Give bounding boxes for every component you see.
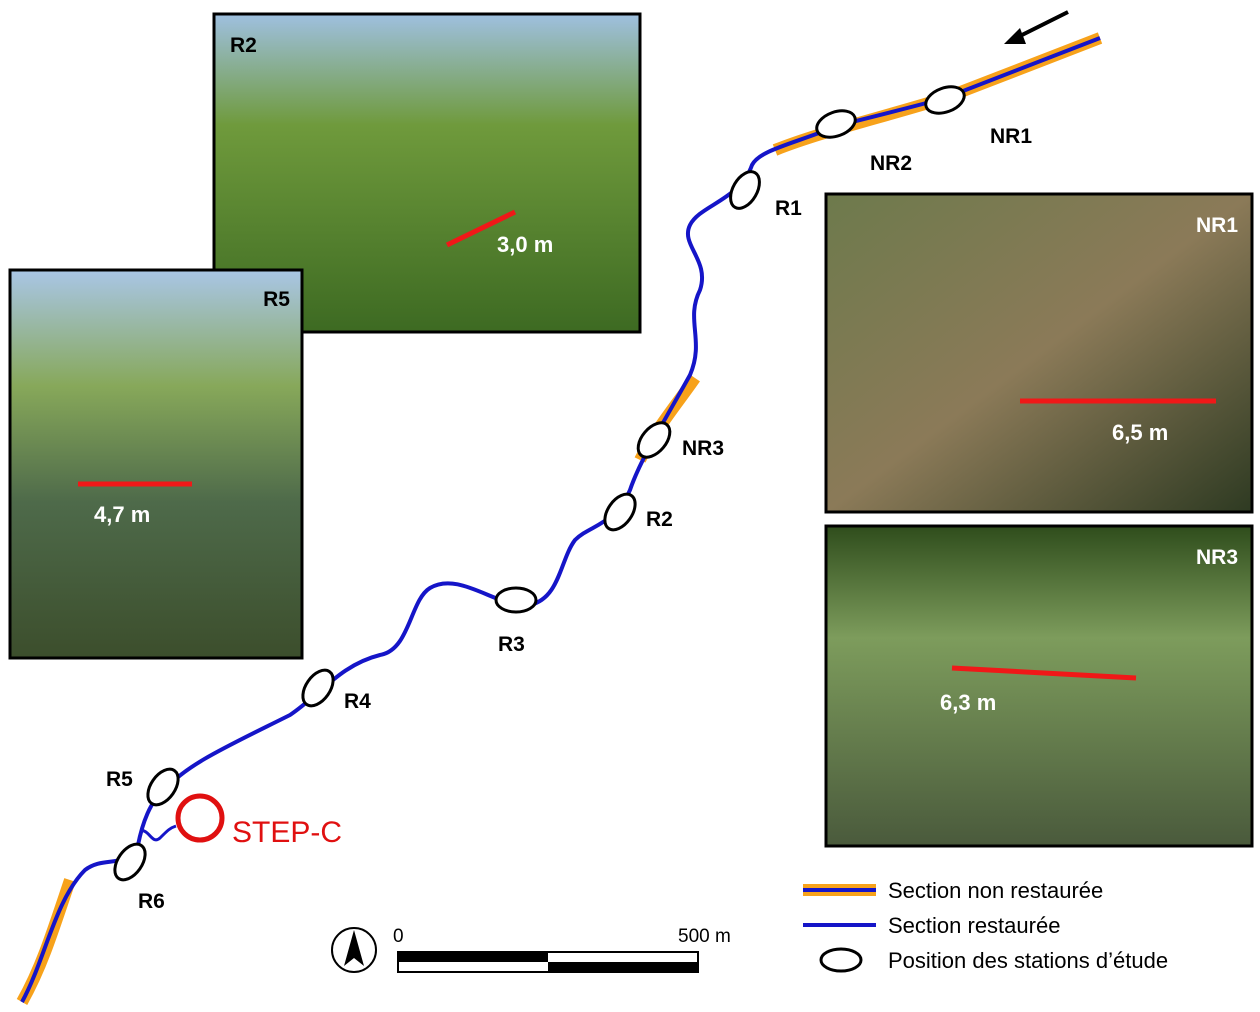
station [146, 767, 180, 807]
photo-label: R5 [263, 288, 290, 311]
scale-label: 500 m [678, 926, 731, 947]
station [301, 668, 335, 708]
station [636, 421, 672, 459]
legend-swatch [819, 947, 863, 973]
station-label: NR1 [990, 125, 1032, 148]
width-label: 4,7 m [94, 502, 150, 527]
scale-bar [398, 952, 548, 962]
flow-arrow [1015, 10, 1069, 40]
photo [824, 524, 1254, 848]
station [603, 492, 637, 532]
width-line [445, 209, 517, 248]
station-label: R1 [775, 197, 802, 220]
outfall [139, 824, 177, 842]
plant-label: STEP-C [232, 816, 342, 849]
scale-bar [548, 962, 698, 972]
photo [824, 192, 1254, 514]
photos: R2 3,0 m R5 4,7 m NR1 6,5 m NR3 6,3 m [8, 12, 1254, 848]
station [924, 85, 966, 115]
station-label: R3 [498, 633, 525, 656]
flow-arrow-head [1004, 28, 1026, 44]
width-label: 6,5 m [1112, 420, 1168, 445]
station [729, 170, 761, 210]
photo [8, 268, 304, 660]
stations: NR1 NR2 R1 NR3 R2 R3 R4 R5 R6 [106, 85, 1032, 913]
legend-label: Position des stations d’étude [888, 948, 1168, 973]
station-label: R4 [344, 690, 371, 713]
scale-label: 0 [393, 926, 404, 947]
station-label: NR3 [682, 437, 724, 460]
width-label: 6,3 m [940, 690, 996, 715]
photo-label: R2 [230, 34, 257, 57]
station-label: R5 [106, 768, 133, 791]
north-arrow-needle [344, 930, 364, 966]
station-label: R2 [646, 508, 673, 531]
legend-label: Section restaurée [888, 913, 1060, 938]
station [815, 109, 857, 139]
width-line [951, 665, 1137, 681]
plant-marker [175, 793, 225, 843]
station [113, 842, 147, 882]
width-label: 3,0 m [497, 232, 553, 257]
photo-label: NR1 [1196, 214, 1238, 237]
photo-label: NR3 [1196, 546, 1238, 569]
station-label: NR2 [870, 152, 912, 175]
station-label: R6 [138, 890, 165, 913]
river [20, 36, 1101, 1003]
legend-label: Section non restaurée [888, 878, 1103, 903]
station [494, 586, 538, 614]
scale-bar-frame [397, 951, 699, 973]
